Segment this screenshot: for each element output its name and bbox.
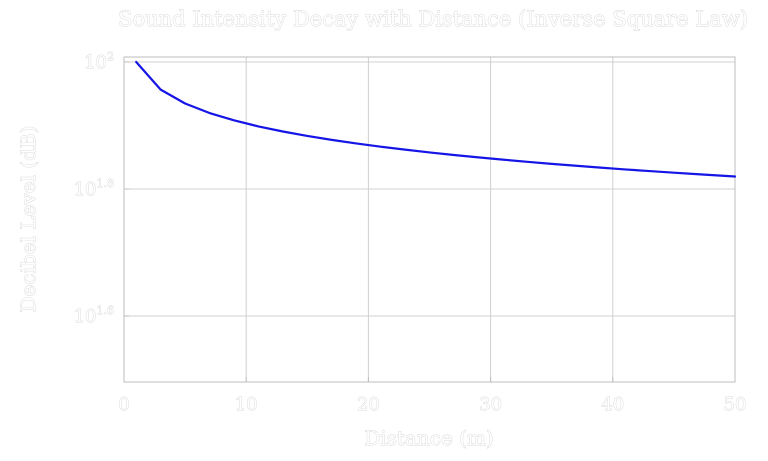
x-tick-label: 30 — [479, 394, 502, 415]
x-tick-label: 10 — [235, 394, 258, 415]
x-tick-label: 20 — [357, 394, 380, 415]
x-tick-label: 40 — [601, 394, 624, 415]
x-tick-label: 50 — [724, 394, 747, 415]
series-line-decibel-level — [135, 60, 737, 178]
y-tick-label: 101.6 — [74, 304, 114, 327]
x-axis-label: Distance (m) — [364, 426, 494, 450]
y-axis-label: Decibel Level (dB) — [16, 126, 40, 313]
ticks: 0 10 20 30 40 50 101.6 101.8 102 — [73, 50, 747, 416]
plot-frame — [123, 56, 736, 383]
x-tick-label: 0 — [118, 394, 129, 415]
y-tick-label: 101.8 — [74, 177, 114, 200]
chart-title: Sound Intensity Decay with Distance (Inv… — [118, 7, 748, 31]
y-tick-label: 102 — [84, 50, 114, 73]
